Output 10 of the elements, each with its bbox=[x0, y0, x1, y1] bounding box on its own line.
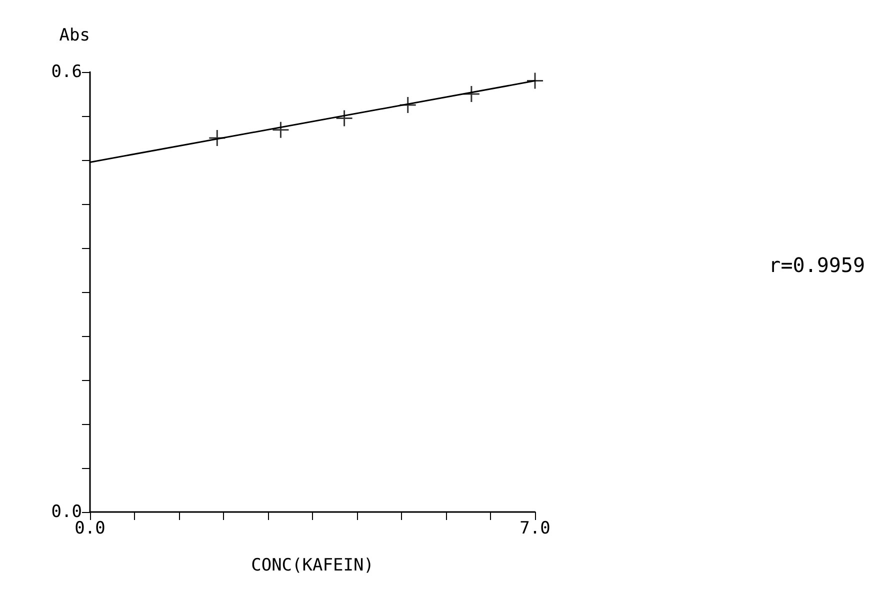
point bbox=[526, 72, 544, 90]
point bbox=[336, 109, 354, 127]
x-axis-title: CONC(KAFEIN) bbox=[251, 556, 374, 576]
point bbox=[462, 85, 480, 103]
point bbox=[272, 121, 290, 139]
text: r=0.9959 bbox=[768, 253, 865, 277]
x-tick-label: 7.0 bbox=[520, 518, 550, 538]
y-tick-label: 0.6 bbox=[51, 62, 82, 82]
point bbox=[208, 129, 226, 147]
y-axis-title: Abs bbox=[59, 26, 90, 46]
